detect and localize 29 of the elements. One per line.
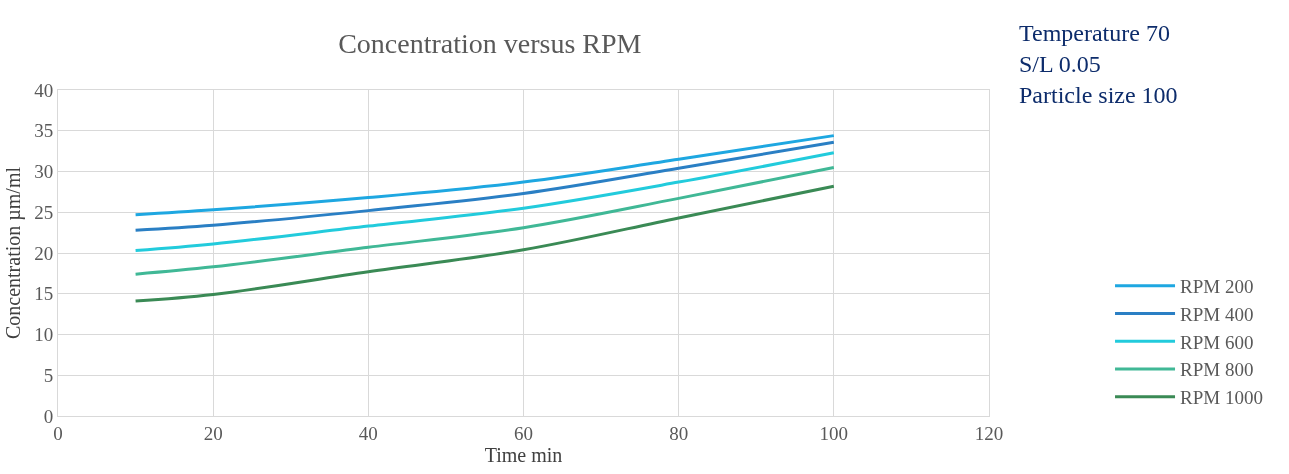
x-axis-title: Time min [484,443,563,466]
legend-label: RPM 200 [1180,276,1254,298]
x-tick-label: 40 [358,422,378,444]
x-tick-label: 60 [514,422,533,444]
y-axis-title: Concentration µm/ml [1,166,25,340]
chart-title: Concentration versus RPM [338,27,642,59]
y-tick-label: 35 [34,120,54,142]
line-series [134,184,836,303]
line-series [134,151,836,253]
line-series [134,140,836,232]
y-tick-label: 20 [34,242,54,264]
y-tick-label: 30 [34,161,54,183]
x-tick-label: 20 [203,422,223,444]
legend-label: RPM 400 [1180,303,1254,325]
legend-label: RPM 1000 [1180,387,1263,409]
legend-label: RPM 600 [1180,331,1254,353]
y-tick-label: 5 [43,364,54,386]
line-series [134,165,836,276]
y-tick-label: 0 [43,405,54,427]
x-tick-label: 80 [669,422,689,444]
legend-label: RPM 800 [1180,359,1254,381]
y-tick-label: 40 [34,79,54,101]
x-tick-label: 100 [819,422,849,444]
y-tick-label: 10 [34,324,54,346]
y-tick-label: 15 [34,283,54,305]
x-tick-label: 120 [974,422,1004,444]
text: Temperature 70 S/L 0.05 Particle size 100 [1019,20,1178,109]
y-tick-label: 25 [34,201,54,223]
line-series [134,134,836,217]
